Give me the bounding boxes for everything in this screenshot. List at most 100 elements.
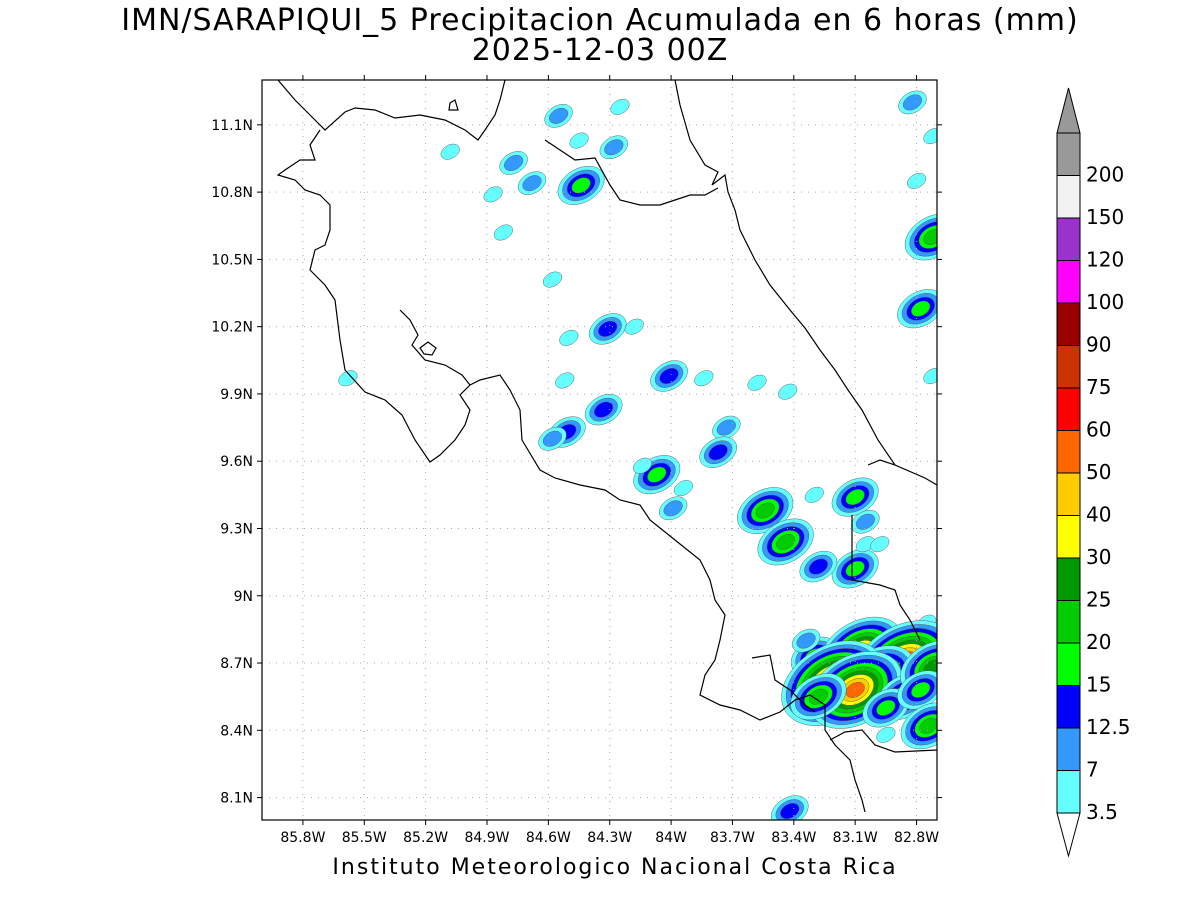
- colorbar-overflow-arrow: [1056, 87, 1081, 134]
- colorbar-swatch: [1056, 387, 1081, 431]
- precip-cell-contour: [796, 632, 816, 649]
- precip-cell-contour: [902, 94, 922, 111]
- precip-cell-contour: [440, 143, 460, 160]
- precip-cell-contour: [610, 98, 630, 115]
- colorbar-swatch: [1056, 770, 1081, 814]
- precip-cell-contour: [919, 717, 937, 734]
- precip-cell-contour: [911, 300, 931, 317]
- lon-tick-label: 83.1W: [833, 830, 878, 846]
- lon-tick-label: 85.2W: [403, 830, 448, 846]
- precip-cell-contour: [778, 383, 798, 400]
- precip-cell-contour: [923, 229, 937, 245]
- precip-cell-contour: [923, 128, 937, 144]
- precip-cell-contour: [542, 430, 562, 447]
- precip-cell-contour: [624, 318, 644, 335]
- precip-cell-contour: [522, 175, 542, 192]
- lat-tick-label: 9.3N: [220, 521, 253, 537]
- precip-cell-contour: [569, 132, 589, 149]
- lat-tick-label: 10.8N: [211, 185, 253, 201]
- colorbar-swatch: [1056, 260, 1081, 304]
- credit-text: Instituto Meteorologico Nacional Costa R…: [332, 855, 898, 880]
- lon-tick-label: 84.6W: [526, 830, 571, 846]
- graticule: [262, 80, 937, 820]
- precip-cell-contour: [747, 374, 767, 391]
- colorbar-label: 20: [1086, 630, 1111, 654]
- colorbar-swatch: [1056, 685, 1081, 729]
- border-nicaragua: [544, 139, 719, 206]
- precip-cell-contour: [559, 329, 579, 346]
- colorbar-label: 100: [1086, 290, 1124, 314]
- lat-tick-label: 10.5N: [211, 252, 253, 268]
- lon-tick-label: 84.3W: [587, 830, 632, 846]
- lon-tick-label: 84W: [655, 830, 687, 846]
- precip-cell-contour: [673, 480, 693, 497]
- precip-cell-contour: [338, 370, 358, 387]
- colorbar-label: 3.5: [1086, 800, 1118, 824]
- precip-cell-contour: [549, 107, 569, 124]
- precip-cell-contour: [876, 726, 896, 743]
- colorbar-label: 7: [1086, 758, 1099, 782]
- precip-cell-contour: [647, 466, 667, 483]
- lat-tick-label: 9N: [234, 589, 253, 605]
- map-subtitle-date: 2025-12-03 00Z: [471, 33, 729, 68]
- precip-cell-contour: [604, 139, 624, 156]
- precip-cell-contour: [907, 172, 927, 189]
- precip-cell-contour: [876, 699, 896, 716]
- lat-tick-label: 8.4N: [220, 723, 253, 739]
- lon-tick-label: 82.8W: [894, 830, 939, 846]
- colorbar-label: 25: [1086, 588, 1111, 612]
- colorbar-label: 90: [1086, 333, 1111, 357]
- colorbar-swatch: [1056, 175, 1081, 219]
- lat-tick-label: 9.9N: [220, 387, 253, 403]
- precip-cell-contour: [483, 186, 503, 203]
- colorbar-label: 12.5: [1086, 715, 1131, 739]
- precip-cell-contour: [855, 536, 875, 553]
- precip-cell-contour: [594, 401, 614, 418]
- colorbar-label: 75: [1086, 375, 1111, 399]
- colorbar-label: 120: [1086, 248, 1124, 272]
- lon-tick-label: 83.7W: [710, 830, 755, 846]
- lat-tick-label: 8.7N: [220, 656, 253, 672]
- border-panama: [751, 459, 921, 713]
- precip-cell-contour: [571, 177, 591, 194]
- island-lake: [448, 99, 459, 111]
- coastline-nicaragua-lake-side: [277, 79, 506, 141]
- colorbar-label: 50: [1086, 460, 1111, 484]
- precip-cell-contour: [632, 457, 652, 474]
- peninsula-nicoya: [399, 309, 471, 386]
- precip-cell-contour: [555, 372, 575, 389]
- colorbar-underflow-arrow: [1056, 812, 1081, 858]
- map-title: IMN/SARAPIQUI_5 Precipitacion Acumulada …: [121, 3, 1079, 38]
- colorbar-swatch: [1056, 217, 1081, 261]
- colorbar-label: 30: [1086, 545, 1111, 569]
- precip-cell-contour: [708, 444, 728, 461]
- precip-cell-contour: [855, 513, 875, 530]
- precip-cell-contour: [716, 419, 736, 436]
- colorbar-swatch: [1056, 557, 1081, 601]
- precip-cell-contour: [694, 370, 714, 387]
- colorbar-legend: 3.5 7 12.5 15 20 25 30 40 50 60 75 90 100 120 150 200: [1056, 87, 1131, 858]
- precip-cell-contour: [493, 224, 513, 241]
- colorbar-swatch: [1056, 600, 1081, 644]
- colorbar-label: 150: [1086, 205, 1124, 229]
- precip-cell-contour: [911, 682, 931, 698]
- lat-tick-label: 11.1N: [211, 118, 253, 134]
- precip-cell-contour: [923, 368, 937, 384]
- precip-cell-contour: [808, 558, 828, 575]
- lat-tick-label: 8.1N: [220, 791, 253, 807]
- lon-tick-label: 84.9W: [464, 830, 509, 846]
- lon-tick-label: 85.8W: [280, 830, 325, 846]
- coastline-and-borders: [276, 79, 938, 813]
- border-north: [276, 129, 866, 813]
- island-gulf: [419, 341, 437, 356]
- colorbar-label: 60: [1086, 418, 1111, 442]
- precip-cell-contour: [870, 536, 890, 553]
- coastline-caribbean: [674, 79, 938, 486]
- lat-tick-label: 10.2N: [211, 320, 253, 336]
- colorbar-label: 40: [1086, 503, 1111, 527]
- precip-cell-contour: [780, 803, 800, 819]
- precip-cell-contour: [804, 486, 824, 503]
- precipitation-field: [338, 90, 937, 820]
- colorbar-label: 15: [1086, 673, 1111, 697]
